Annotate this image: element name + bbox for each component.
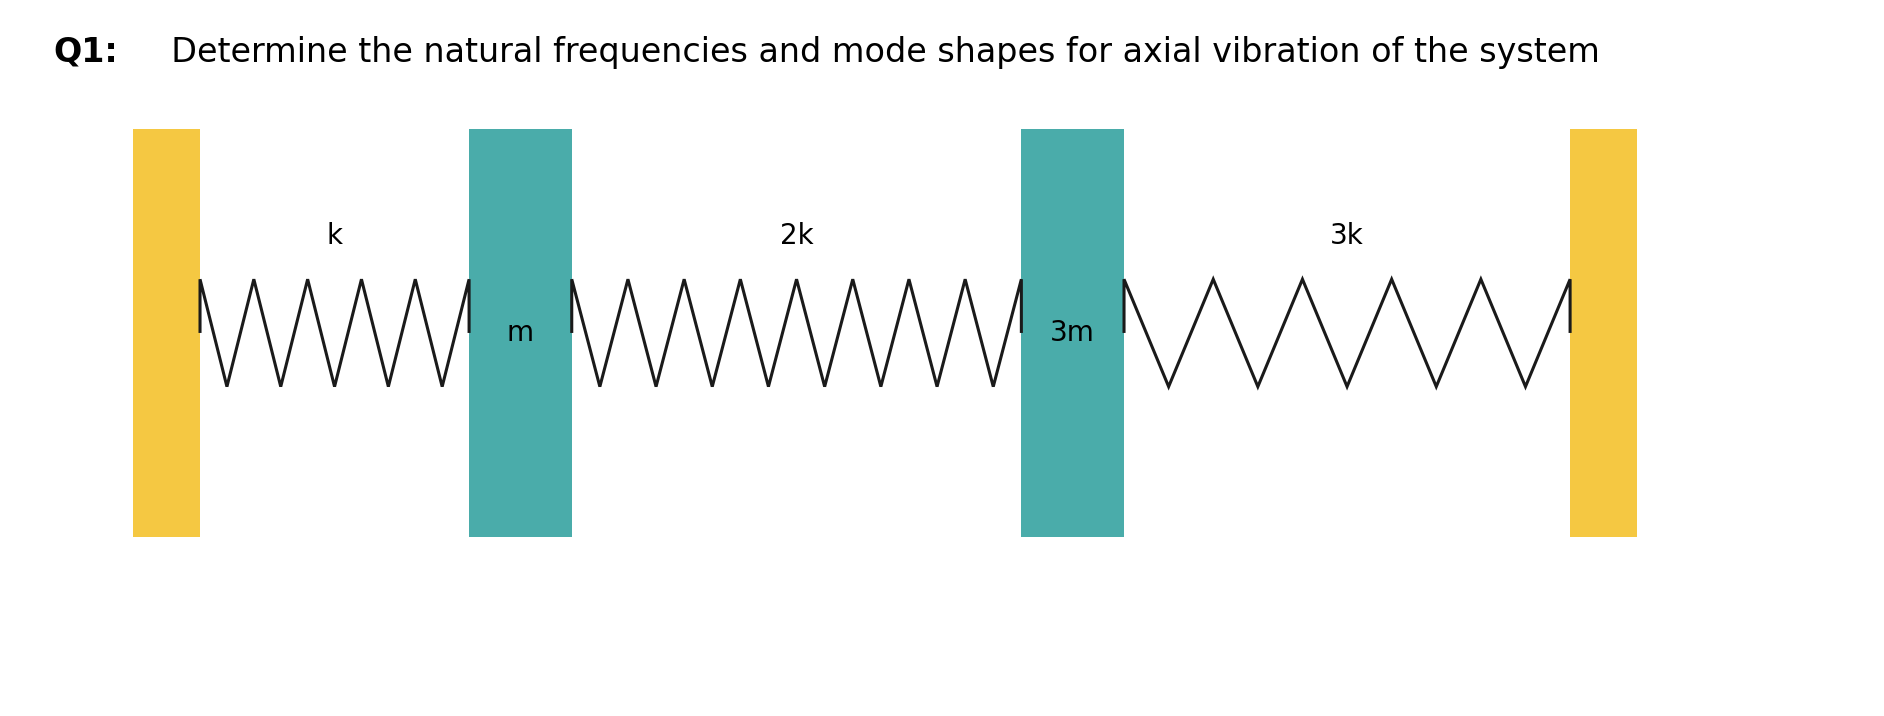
Text: Determine the natural frequencies and mode shapes for axial vibration of the sys: Determine the natural frequencies and mo… (151, 36, 1600, 69)
Text: m: m (507, 319, 533, 347)
Bar (1021, 129, 1125, 537)
Text: k: k (326, 222, 343, 251)
Bar (1569, 129, 1637, 537)
Bar (469, 129, 571, 537)
Text: Q1:: Q1: (53, 36, 119, 69)
Text: 3m: 3m (1049, 319, 1095, 347)
Bar (132, 129, 200, 537)
Text: 2k: 2k (780, 222, 814, 251)
Text: 3k: 3k (1330, 222, 1364, 251)
